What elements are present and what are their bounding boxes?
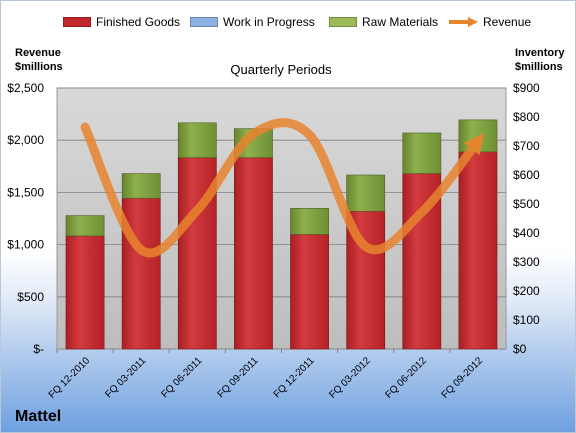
- right-tick-label: $700: [513, 139, 540, 153]
- right-tick-label: $300: [513, 255, 540, 269]
- bar-finished-goods: [65, 235, 105, 350]
- left-tick-label: $2,000: [7, 133, 44, 147]
- bar-raw-materials: [402, 132, 442, 174]
- company-name: Mattel: [15, 408, 62, 425]
- x-tick-label: FQ 06-2011: [159, 355, 204, 400]
- x-tick-label: FQ 06-2012: [383, 355, 429, 401]
- bar-raw-materials: [346, 174, 386, 212]
- legend-label-finished-goods: Finished Goods: [96, 15, 181, 29]
- left-axis-title-line1: Revenue: [15, 47, 61, 59]
- x-tick-label: FQ 12-2011: [272, 355, 317, 400]
- legend-swatch-finished-goods: [63, 17, 91, 27]
- bar-finished-goods: [458, 151, 498, 350]
- bar-raw-materials: [177, 122, 217, 158]
- bar-raw-materials: [121, 173, 161, 199]
- left-tick-label: $1,500: [7, 185, 44, 199]
- chart-subtitle: Quarterly Periods: [230, 62, 332, 77]
- right-axis-title-line1: Inventory: [515, 47, 565, 59]
- legend-swatch-work-in-progress: [190, 17, 218, 27]
- right-tick-label: $900: [513, 81, 540, 95]
- legend-label-work-in-progress: Work in Progress: [223, 15, 315, 29]
- legend-swatch-raw-materials: [329, 17, 357, 27]
- x-tick-label: FQ 03-2011: [103, 355, 148, 400]
- legend-swatch-revenue: [449, 17, 478, 27]
- left-axis-title: Revenue $millions: [15, 46, 63, 74]
- right-axis-title: Inventory $millions: [515, 46, 565, 74]
- right-tick-label: $400: [513, 226, 540, 240]
- right-tick-label: $0: [513, 342, 527, 356]
- chart-legend: Finished Goods Work in Progress Raw Mate…: [1, 15, 575, 33]
- x-tick-label: FQ 09-2011: [216, 355, 261, 400]
- bar-finished-goods: [290, 234, 329, 350]
- x-tick-label: FQ 12-2010: [47, 355, 93, 401]
- left-tick-label: $2,500: [7, 81, 44, 95]
- right-tick-label: $500: [513, 197, 540, 211]
- left-tick-label: $-: [33, 342, 44, 356]
- right-tick-label: $200: [513, 284, 540, 298]
- right-tick-label: $800: [513, 110, 540, 124]
- bar-finished-goods: [121, 197, 161, 350]
- left-axis-title-line2: $millions: [15, 61, 63, 73]
- legend-label-revenue: Revenue: [483, 15, 532, 29]
- legend-item-finished-goods: Finished Goods: [63, 15, 180, 29]
- legend-item-revenue: Revenue: [448, 15, 531, 29]
- x-tick-label: FQ 09-2012: [440, 355, 486, 401]
- x-tick-label: FQ 03-2012: [327, 355, 373, 401]
- bar-raw-materials: [290, 208, 329, 235]
- legend-item-work-in-progress: Work in Progress: [190, 15, 315, 29]
- right-tick-label: $100: [513, 313, 540, 327]
- right-axis-title-line2: $millions: [515, 61, 563, 73]
- legend-label-raw-materials: Raw Materials: [362, 15, 439, 29]
- revenue-arrowhead: [463, 133, 485, 156]
- left-tick-label: $500: [17, 290, 44, 304]
- bar-finished-goods: [234, 157, 273, 350]
- bar-raw-materials: [65, 215, 105, 237]
- right-tick-label: $600: [513, 168, 540, 182]
- left-tick-label: $1,000: [7, 238, 44, 252]
- legend-item-raw-materials: Raw Materials: [329, 15, 438, 29]
